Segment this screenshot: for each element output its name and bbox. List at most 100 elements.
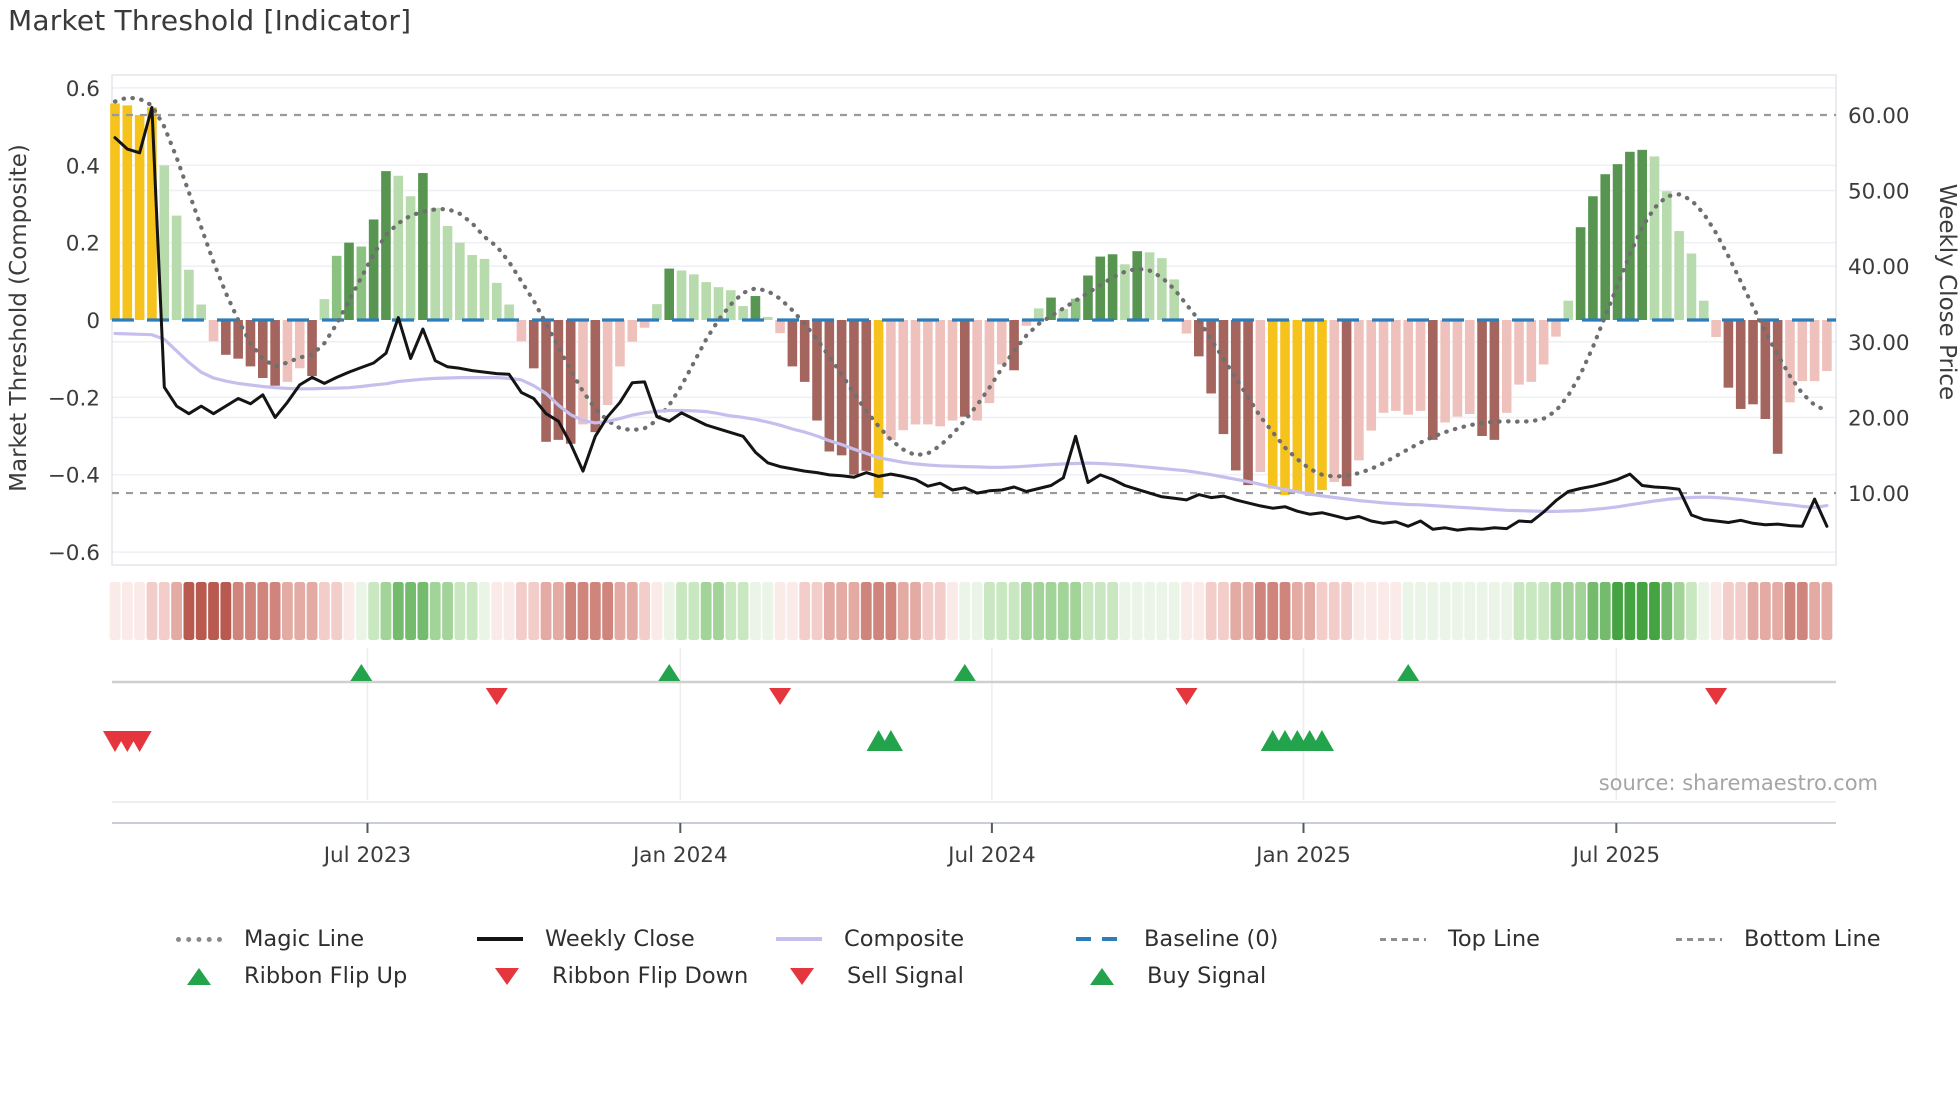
threshold-bar — [1341, 320, 1352, 487]
threshold-bar — [824, 320, 835, 452]
threshold-bar — [1428, 320, 1438, 440]
threshold-bar — [1600, 174, 1611, 320]
ribbon-cell — [220, 582, 232, 640]
threshold-bar — [159, 165, 170, 320]
threshold-bar — [1575, 227, 1586, 320]
buy-signal-icon — [1079, 967, 1125, 985]
magic-line-swatch-icon — [176, 936, 222, 942]
ribbon-flip-down-marker — [1705, 688, 1728, 705]
threshold-bar — [1009, 320, 1019, 371]
threshold-bar — [221, 320, 231, 355]
threshold-bar — [1822, 320, 1832, 372]
threshold-bar — [418, 173, 428, 320]
baseline-swatch-icon — [1076, 937, 1122, 941]
threshold-bar — [344, 242, 354, 320]
threshold-bar — [516, 320, 527, 342]
ribbon-cell — [799, 582, 811, 640]
ribbon-cell — [552, 582, 564, 640]
legend-ribbon-flip-down: Ribbon Flip Down — [484, 962, 748, 990]
composite-line — [113, 331, 1829, 513]
ribbon-cell — [1464, 582, 1476, 640]
threshold-bar — [1354, 320, 1364, 461]
threshold-bar — [1366, 320, 1377, 431]
ribbon-cell — [1587, 582, 1599, 640]
threshold-bar — [504, 304, 514, 320]
legend-composite: Composite — [776, 925, 964, 953]
ribbon-cell — [1821, 582, 1833, 640]
threshold-bar — [1489, 320, 1500, 440]
ribbon-cell — [873, 582, 884, 640]
ribbon-cell — [1341, 582, 1352, 640]
ribbon-cell — [1476, 582, 1488, 640]
threshold-bar — [1304, 320, 1315, 496]
ribbon-cell — [294, 582, 306, 640]
threshold-bar — [1612, 164, 1623, 320]
left-tick-label: −0.4 — [48, 464, 100, 489]
threshold-bar — [134, 115, 145, 320]
threshold-bar — [331, 255, 342, 320]
left-tick-label: 0 — [86, 309, 100, 334]
ribbon-cell — [368, 582, 380, 640]
ribbon-cell — [1501, 582, 1513, 640]
ribbon-cell — [1353, 582, 1365, 640]
threshold-bar — [578, 320, 588, 425]
ribbon-cell — [1119, 582, 1131, 640]
legend-label: Ribbon Flip Down — [552, 963, 749, 989]
threshold-bar — [1625, 151, 1635, 320]
threshold-bar — [122, 105, 133, 320]
threshold-bar — [1317, 320, 1327, 491]
left-tick-label: −0.6 — [48, 541, 100, 566]
ribbon-cell — [1722, 582, 1734, 640]
page-title: Market Threshold [Indicator] — [8, 4, 412, 37]
threshold-bar — [356, 246, 367, 320]
ribbon-cell — [343, 582, 355, 640]
ribbon-cell — [762, 582, 774, 640]
x-tick-label: Jul 2025 — [1571, 843, 1661, 868]
ribbon-cell — [318, 582, 330, 640]
threshold-bar — [1218, 320, 1229, 435]
ribbon-cell — [1698, 582, 1710, 640]
threshold-bar — [639, 320, 650, 328]
x-tick-label: Jan 2024 — [631, 843, 728, 868]
ribbon-cell — [1759, 582, 1771, 640]
threshold-bar — [393, 175, 404, 320]
threshold-bar — [1107, 254, 1118, 320]
ribbon-cell — [269, 582, 281, 640]
ribbon-cell — [1082, 582, 1094, 640]
ribbon-cell — [639, 582, 650, 640]
ribbon-cell — [1809, 582, 1821, 640]
threshold-bar — [923, 320, 933, 425]
threshold-bar — [1415, 320, 1426, 411]
threshold-bar — [1440, 320, 1450, 423]
ribbon-cell — [245, 582, 256, 640]
threshold-bar — [664, 268, 675, 320]
threshold-bar — [1686, 253, 1697, 320]
x-tick-label: Jul 2024 — [946, 843, 1036, 868]
threshold-bar — [1674, 231, 1684, 320]
ribbon-cell — [823, 582, 835, 640]
left-tick-label: 0.4 — [66, 154, 100, 179]
ribbon-cell — [1205, 582, 1217, 640]
top-line-swatch-icon — [1380, 937, 1426, 941]
threshold-bar — [1785, 320, 1795, 403]
threshold-bar — [1760, 320, 1771, 419]
ribbon-cell — [1304, 582, 1316, 640]
ribbon-cell — [257, 582, 269, 640]
ribbon-flip-down-icon — [484, 967, 530, 985]
ribbon-cell — [676, 582, 687, 640]
ribbon-flip-down-marker — [485, 688, 508, 705]
x-tick-label: Jan 2025 — [1254, 843, 1351, 868]
threshold-bar — [528, 320, 539, 369]
threshold-bar — [1070, 298, 1081, 320]
ribbon-cell — [811, 582, 823, 640]
threshold-bar — [1292, 320, 1303, 493]
legend-label: Ribbon Flip Up — [244, 963, 408, 989]
threshold-bar — [935, 320, 945, 427]
ribbon-cell — [626, 582, 638, 640]
ribbon-cell — [134, 582, 146, 640]
threshold-bar — [1464, 320, 1475, 414]
threshold-bar — [1588, 196, 1598, 320]
ribbon-cell — [171, 582, 182, 640]
threshold-bar — [787, 320, 798, 367]
